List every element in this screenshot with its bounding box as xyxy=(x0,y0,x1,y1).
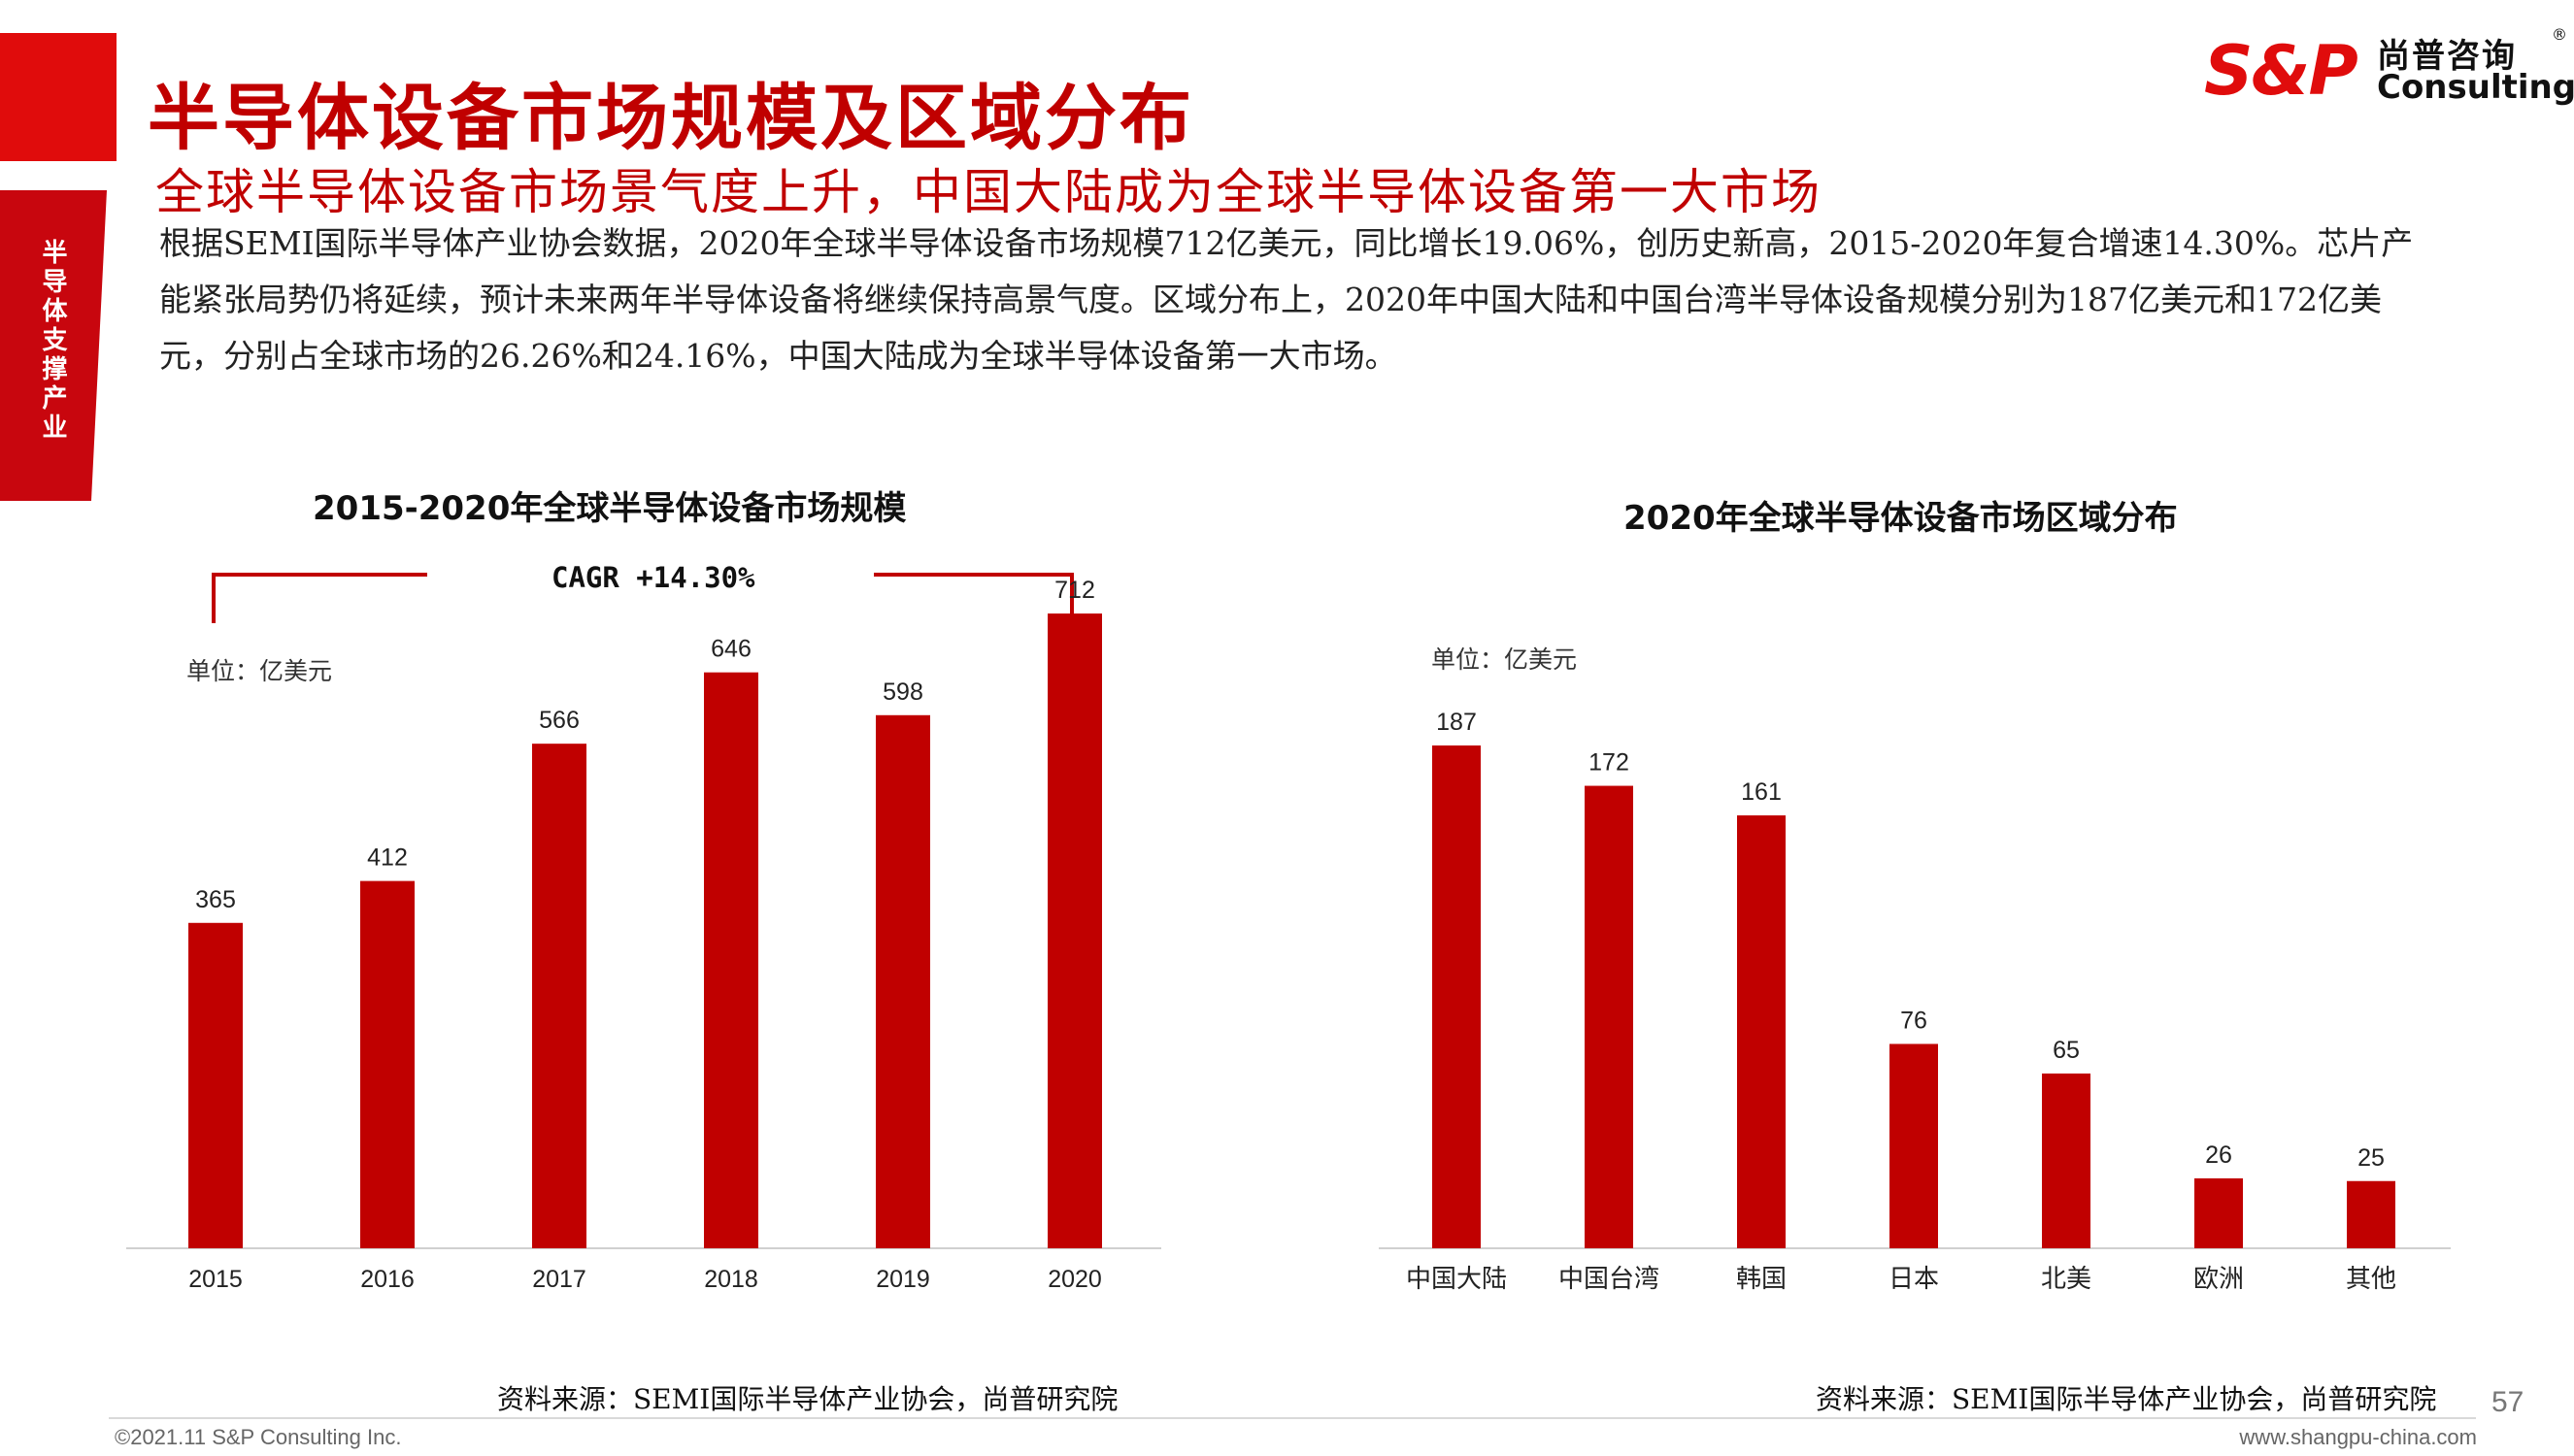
chart1-bar xyxy=(704,672,758,1248)
chart2-title: 2020年全球半导体设备市场区域分布 xyxy=(1623,499,2178,538)
page-title: 半导体设备市场规模及区域分布 xyxy=(148,77,1194,160)
footer-copyright: ©2021.11 S&P Consulting Inc. xyxy=(115,1425,402,1449)
chart2-category-label: 中国大陆 xyxy=(1406,1265,1507,1294)
logo-mark: S&P xyxy=(2204,31,2358,111)
logo-cn-name: 尚普咨询 xyxy=(2377,37,2517,76)
chart2-bar xyxy=(1737,815,1786,1248)
chart2-source: 资料来源：SEMI国际半导体产业协会，尚普研究院 xyxy=(1816,1383,2437,1415)
chart1-unit-label: 单位：亿美元 xyxy=(186,657,333,685)
chart1-category-label: 2017 xyxy=(532,1266,586,1293)
footer-divider xyxy=(109,1417,2476,1419)
chart1-category-label: 2019 xyxy=(876,1266,930,1293)
chart2-category-label: 欧洲 xyxy=(2193,1265,2244,1294)
chart2-value-label: 76 xyxy=(1900,1007,1927,1034)
chart2-category-label: 中国台湾 xyxy=(1558,1265,1659,1294)
chart1-value-label: 598 xyxy=(883,678,923,706)
summary-paragraph: 根据SEMI国际半导体产业协会数据，2020年全球半导体设备市场规模712亿美元… xyxy=(159,224,2414,375)
header-accent-bar xyxy=(0,33,117,161)
chart2-value-label: 187 xyxy=(1436,709,1477,736)
logo-registered-mark: ® xyxy=(2552,25,2567,44)
chart1-source: 资料来源：SEMI国际半导体产业协会，尚普研究院 xyxy=(497,1383,1119,1415)
chart2-value-label: 26 xyxy=(2205,1142,2232,1169)
chart2-bar xyxy=(1432,745,1481,1248)
chart1-value-label: 712 xyxy=(1054,577,1095,604)
chart1-bar xyxy=(876,714,930,1248)
company-logo: S&P 尚普咨询 ® Consulting xyxy=(2204,25,2574,111)
chart1-marks: 365 2015 412 2016 566 2017 646 2018 598 2019 712 20… xyxy=(188,577,1102,1293)
chart2-bar xyxy=(1889,1043,1938,1248)
side-section-label: 半导体支撑产业 xyxy=(38,239,67,443)
chart1-title: 2015-2020年全球半导体设备市场规模 xyxy=(313,489,907,528)
footer-website: www.shangpu-china.com xyxy=(2239,1425,2477,1449)
chart1-cagr-annotation: CAGR +14.30% xyxy=(552,561,755,594)
chart2-value-label: 161 xyxy=(1741,778,1782,806)
chart1-value-label: 365 xyxy=(195,886,236,913)
page-subtitle: 全球半导体设备市场景气度上升，中国大陆成为全球半导体设备第一大市场 xyxy=(155,164,1822,220)
chart2-category-label: 韩国 xyxy=(1736,1265,1787,1294)
chart1-value-label: 412 xyxy=(367,844,408,872)
chart2-bar xyxy=(2042,1073,2090,1248)
chart2-unit-label: 单位：亿美元 xyxy=(1431,645,1578,674)
page-number: 57 xyxy=(2491,1386,2524,1418)
chart1-bar xyxy=(532,744,586,1248)
cagr-bracket-left xyxy=(212,573,427,623)
logo-en-name: Consulting xyxy=(2377,68,2574,107)
chart2-value-label: 172 xyxy=(1588,749,1629,777)
chart1-category-label: 2020 xyxy=(1048,1266,1102,1293)
chart1-bar xyxy=(360,880,415,1248)
chart2-category-label: 其他 xyxy=(2346,1265,2396,1294)
side-section-tab xyxy=(0,190,107,501)
chart1-category-label: 2016 xyxy=(360,1266,415,1293)
chart1-category-label: 2015 xyxy=(188,1266,243,1293)
chart1-bar xyxy=(188,922,243,1248)
chart2-category-label: 北美 xyxy=(2041,1265,2091,1294)
chart2-marks: 187 中国大陆 172 中国台湾 161 韩国 76 日本 65 北美 26 欧洲 25 其他 xyxy=(1406,709,2396,1294)
chart2-value-label: 65 xyxy=(2053,1037,2080,1064)
chart2-bar xyxy=(2347,1180,2395,1248)
chart1-value-label: 646 xyxy=(711,636,752,663)
chart2-bar xyxy=(2194,1177,2243,1248)
chart1-bar xyxy=(1048,613,1102,1248)
cagr-bracket-right xyxy=(874,573,1074,623)
chart2-value-label: 25 xyxy=(2357,1144,2385,1172)
chart2-category-label: 日本 xyxy=(1889,1265,1939,1294)
chart1-value-label: 566 xyxy=(539,707,580,734)
chart2-bar xyxy=(1585,785,1633,1248)
chart1-cagr-bracket xyxy=(212,573,1074,623)
chart1-category-label: 2018 xyxy=(704,1266,758,1293)
